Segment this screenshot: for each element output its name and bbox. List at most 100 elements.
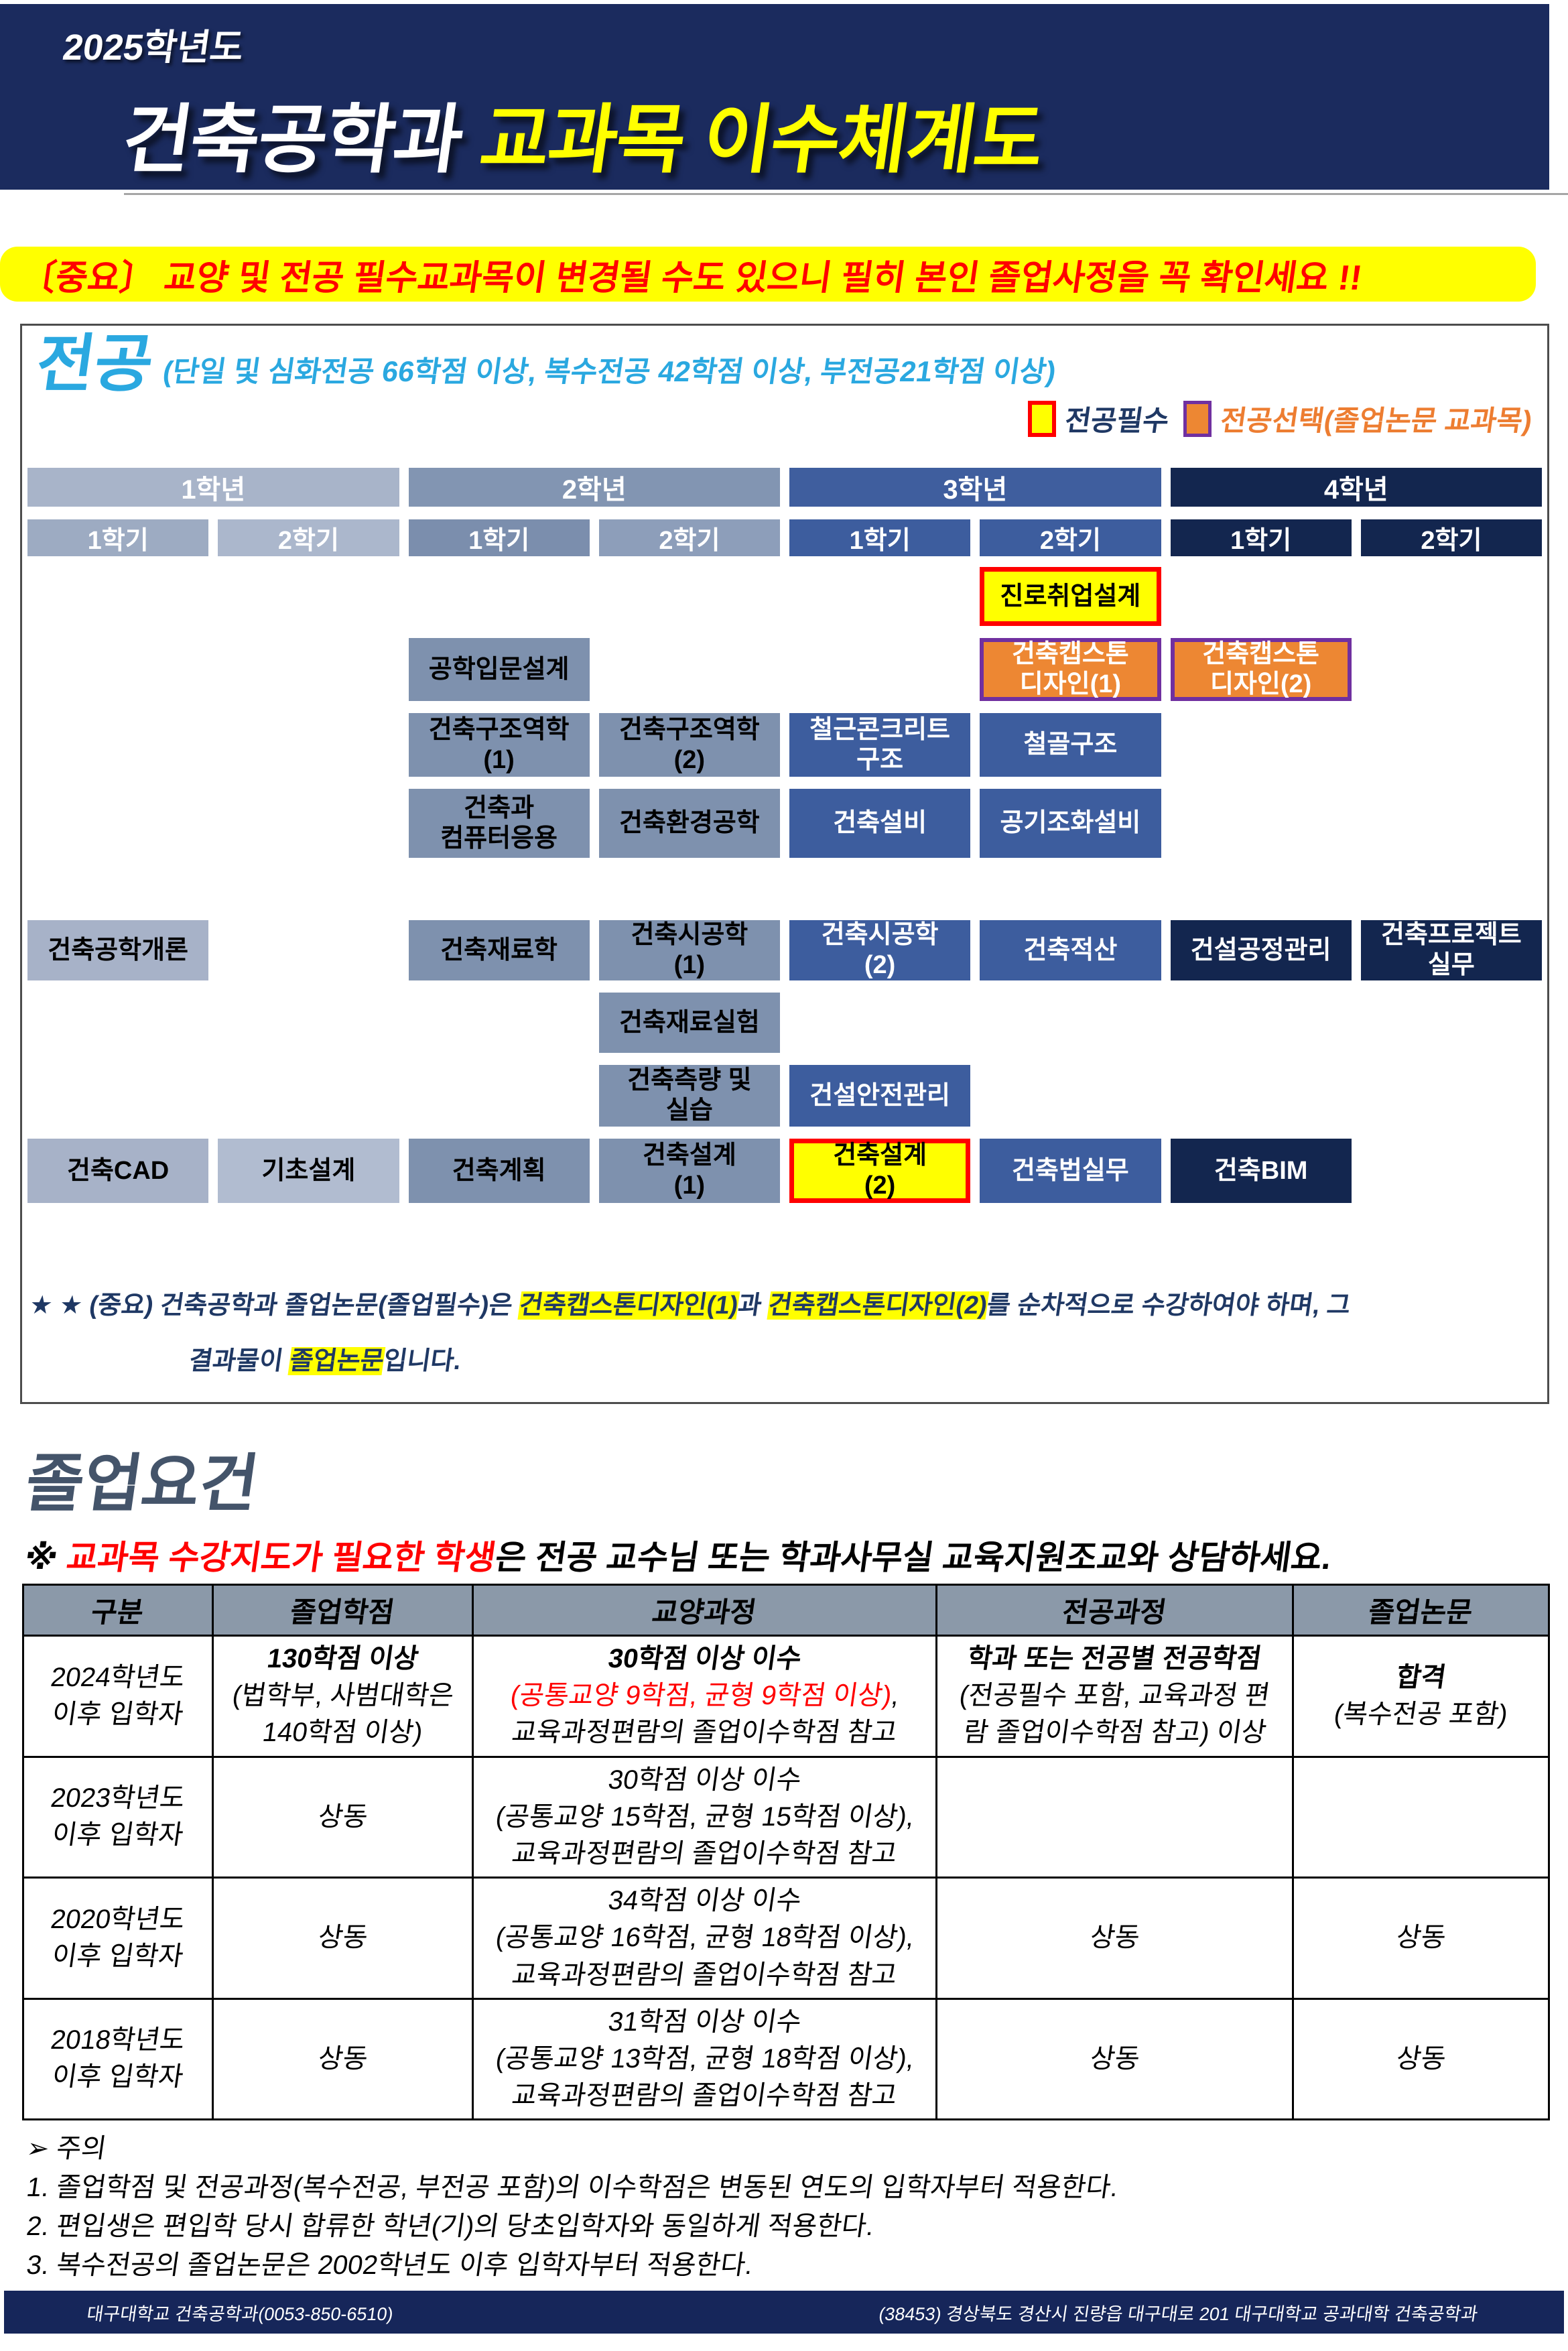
- course-box: 건축설비: [789, 789, 971, 858]
- table-cell: 2018학년도 이후 입학자: [22, 1997, 214, 2121]
- course-box: 건축과 컴퓨터응용: [408, 789, 590, 858]
- legend-item-required: 전공필수: [1027, 398, 1171, 439]
- notes-list: ➢ 주의 1. 졸업학점 및 전공과정(복수전공, 부전공 포함)의 이수학점은…: [24, 2130, 1120, 2285]
- table-row: 2024학년도 이후 입학자 130학점 이상 (법학부, 사범대학은 140학점 이상…: [22, 1635, 1550, 1758]
- table-cell: 30학점 이상 이수 (공통교양 15학점, 균형 15학점 이상), 교육과정편람…: [472, 1755, 937, 1879]
- course-box: 건축BIM: [1170, 1139, 1352, 1203]
- table-cell: 30학점 이상 이수 (공통교양 9학점, 균형 9학점 이상), 교육과정편람의 …: [472, 1635, 937, 1758]
- table-header-cell: 전공과정: [935, 1584, 1294, 1637]
- table-header-row: 구분 졸업학점 교양과정 전공과정 졸업논문: [22, 1584, 1550, 1637]
- header-divider: [124, 193, 1568, 195]
- legend-required-label: 전공필수: [1063, 405, 1171, 436]
- year-header-2: 2학년: [408, 468, 780, 507]
- table-cell: 상동: [212, 1755, 474, 1879]
- course-box: 건축캡스톤 디자인(2): [1170, 638, 1352, 701]
- table-row: 2023학년도 이후 입학자 상동 30학점 이상 이수 (공통교양 15학점, 균형 …: [22, 1755, 1550, 1879]
- graduation-table: 구분 졸업학점 교양과정 전공과정 졸업논문 2024학년도 이후 입학자 130학점 이상…: [22, 1584, 1550, 2121]
- legend-elective-label: 전공선택(졸업논문 교과목): [1218, 405, 1534, 436]
- legend-item-elective: 전공선택(졸업논문 교과목): [1183, 398, 1537, 439]
- table-cell: 상동: [1292, 1997, 1550, 2121]
- table-cell: 상동: [212, 1877, 474, 2000]
- note-item: 1. 졸업학점 및 전공과정(복수전공, 부전공 포함)의 이수학점은 변동된 …: [24, 2173, 1120, 2202]
- table-cell: 2023학년도 이후 입학자: [22, 1755, 214, 1879]
- table-cell: 2020학년도 이후 입학자: [22, 1877, 214, 2000]
- semester-header: 2학기: [1360, 519, 1542, 556]
- graduation-section-title: 졸업요건: [21, 1448, 263, 1519]
- course-box: 건설공정관리: [1170, 920, 1352, 980]
- capstone-note-line1: ★ ★ (중요) 건축공학과 졸업논문(졸업필수)은 건축캡스톤디자인(1)과 …: [27, 1291, 1353, 1320]
- year-header-1: 1학년: [27, 468, 399, 507]
- table-header-cell: 졸업학점: [212, 1584, 474, 1637]
- graduation-table-body: 2024학년도 이후 입학자 130학점 이상 (법학부, 사범대학은 140학점 이상…: [22, 1635, 1550, 2121]
- course-box: 공학입문설계: [408, 638, 590, 701]
- academic-year-label: 2025학년도: [60, 27, 247, 68]
- major-title-row: 전공 (단일 및 심화전공 66학점 이상, 복수전공 42학점 이상, 부전공…: [32, 328, 1058, 399]
- page-title: 건축공학과 교과목 이수체계도: [117, 79, 1048, 188]
- warning-banner: 〔중요〕 교양 및 전공 필수교과목이 변경될 수도 있으니 필히 본인 졸업사…: [0, 247, 1536, 302]
- course-box: 건축적산: [980, 920, 1161, 980]
- page-header: 2025학년도 건축공학과 교과목 이수체계도: [0, 4, 1549, 190]
- semester-header: 1학기: [408, 519, 590, 556]
- course-box: 건축환경공학: [598, 789, 780, 858]
- advisory-note: ※ 교과목 수강지도가 필요한 학생은 전공 교수님 또는 학과사무실 교육지원…: [22, 1539, 1334, 1576]
- course-box: 철골구조: [980, 713, 1161, 777]
- course-box: 건축구조역학 (2): [598, 713, 780, 777]
- capstone-note: ★ ★ (중요) 건축공학과 졸업논문(졸업필수)은 건축캡스톤디자인(1)과 …: [27, 1284, 1542, 1377]
- table-cell: 합격 (복수전공 포함): [1292, 1635, 1550, 1758]
- table-row: 2018학년도 이후 입학자 상동 31학점 이상 이수 (공통교양 13학점, 균형 …: [22, 1997, 1550, 2121]
- course-box: 건축캡스톤 디자인(1): [980, 638, 1161, 701]
- graduation-table-head: 구분 졸업학점 교양과정 전공과정 졸업논문: [22, 1584, 1550, 1637]
- semester-header: 1학기: [1170, 519, 1352, 556]
- course-box: 공기조화설비: [980, 789, 1161, 858]
- table-cell: 상동: [1292, 1877, 1550, 2000]
- warning-banner-text: 〔중요〕 교양 및 전공 필수교과목이 변경될 수도 있으니 필히 본인 졸업사…: [18, 258, 1365, 298]
- course-box: 건축설계 (2): [789, 1139, 971, 1203]
- note-item: 3. 복수전공의 졸업논문은 2002학년도 이후 입학자부터 적용한다.: [24, 2250, 755, 2280]
- course-box: 건축계획: [408, 1139, 590, 1203]
- table-header-cell: 교양과정: [472, 1584, 937, 1637]
- semester-header: 1학기: [27, 519, 209, 556]
- course-box: 건축시공학 (2): [789, 920, 971, 980]
- footer-address: (38453) 경상북도 경산시 진량읍 대구대로 201 대구대학교 공과대학…: [877, 2303, 1480, 2324]
- table-row: 2020학년도 이후 입학자 상동 34학점 이상 이수 (공통교양 16학점, 균형 …: [22, 1877, 1550, 2000]
- required-swatch-icon: [1027, 400, 1056, 437]
- table-cell: 34학점 이상 이수 (공통교양 16학점, 균형 18학점 이상), 교육과정편람…: [472, 1877, 937, 2000]
- semester-header: 2학기: [980, 519, 1161, 556]
- table-cell: 상동: [212, 1997, 474, 2121]
- note-item: 2. 편입생은 편입학 당시 합류한 학년(기)의 당초입학자와 동일하게 적용…: [24, 2212, 876, 2241]
- year-header-3: 3학년: [789, 468, 1161, 507]
- table-cell: 상동: [935, 1877, 1294, 2000]
- course-box: 건축프로젝트 실무: [1360, 920, 1542, 980]
- semester-header: 2학기: [218, 519, 399, 556]
- capstone-note-line2: 결과물이 졸업논문입니다.: [187, 1347, 464, 1375]
- course-box: 건축재료실험: [598, 993, 780, 1053]
- course-box: 건축공학개론: [27, 920, 209, 980]
- table-cell: 31학점 이상 이수 (공통교양 13학점, 균형 18학점 이상), 교육과정편람…: [472, 1997, 937, 2121]
- major-section-title: 전공: [31, 328, 158, 399]
- notes-title: ➢ 주의: [24, 2134, 109, 2163]
- semester-header-row: 1학기 2학기 1학기 2학기 1학기 2학기 1학기 2학기: [27, 519, 1542, 556]
- table-cell: 130학점 이상 (법학부, 사범대학은 140학점 이상): [212, 1635, 474, 1758]
- semester-header: 1학기: [789, 519, 971, 556]
- major-section-subtitle: (단일 및 심화전공 66학점 이상, 복수전공 42학점 이상, 부전공21학…: [161, 356, 1058, 388]
- semester-header: 2학기: [598, 519, 780, 556]
- course-box: 건축설계 (1): [598, 1139, 780, 1203]
- table-cell: [935, 1755, 1294, 1879]
- footer-bar: 대구대학교 건축공학과(0053-850-6510) (38453) 경상북도 …: [4, 2291, 1564, 2334]
- course-box: 진로취업설계: [980, 567, 1161, 626]
- table-cell: 상동: [935, 1997, 1294, 2121]
- page-title-main: 건축공학과: [117, 98, 487, 182]
- table-header-cell: 구분: [22, 1584, 214, 1637]
- major-section: 전공 (단일 및 심화전공 66학점 이상, 복수전공 42학점 이상, 부전공…: [20, 324, 1549, 1404]
- year-header-4: 4학년: [1170, 468, 1542, 507]
- page-title-highlight: 교과목 이수체계도: [475, 98, 1049, 182]
- footer-department-contact: 대구대학교 건축공학과(0053-850-6510): [85, 2303, 395, 2324]
- course-box: 건축구조역학 (1): [408, 713, 590, 777]
- course-box: 건축재료학: [408, 920, 590, 980]
- course-box: 건축측량 및 실습: [598, 1065, 780, 1127]
- course-box: 건축법실무: [980, 1139, 1161, 1203]
- course-box: 건축CAD: [27, 1139, 209, 1203]
- elective-swatch-icon: [1183, 400, 1212, 437]
